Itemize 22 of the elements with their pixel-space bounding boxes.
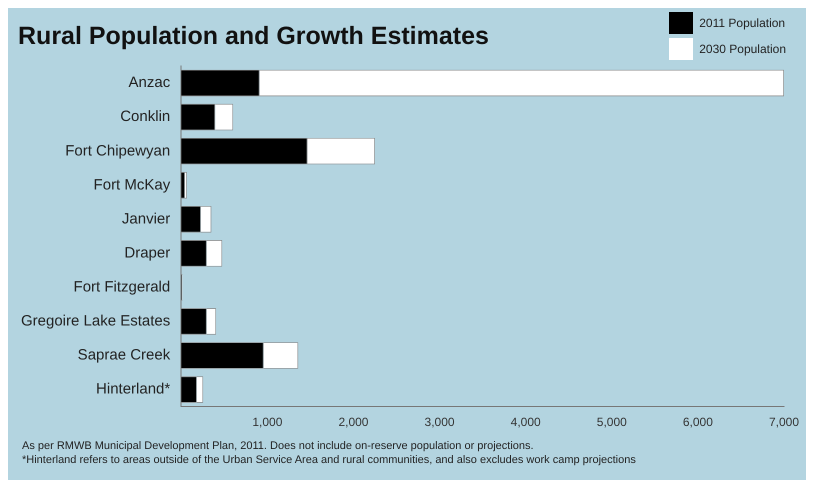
y-tick-label: Saprae Creek bbox=[78, 346, 171, 364]
y-tick-label: Draper bbox=[124, 244, 170, 262]
y-tick-label: Anzac bbox=[128, 74, 171, 92]
y-tick-label: Fort Chipewyan bbox=[65, 142, 170, 160]
legend-label: 2030 Population bbox=[699, 42, 786, 56]
y-tick-label: Hinterland* bbox=[96, 380, 170, 398]
legend-label: 2011 Population bbox=[699, 16, 786, 30]
text: As per RMWB Municipal Development Plan, 2011. Does not include on-reserve population or projections. bbox=[22, 439, 535, 453]
y-tick-label: Gregoire Lake Estates bbox=[20, 312, 170, 330]
x-tick-label: 5,000 bbox=[596, 415, 628, 430]
x-tick-label: 1,000 bbox=[252, 415, 283, 430]
y-tick-label: Fort McKay bbox=[94, 176, 171, 194]
x-tick-label: 3,000 bbox=[424, 415, 455, 430]
y-tick-label: Conklin bbox=[120, 108, 170, 126]
x-tick-label: 7,000 bbox=[768, 415, 800, 430]
x-tick-label: 6,000 bbox=[682, 415, 714, 430]
chart-title: Rural Population and Growth Estimates bbox=[18, 22, 489, 50]
x-tick-label: 4,000 bbox=[510, 415, 542, 430]
y-tick-label: Janvier bbox=[122, 210, 170, 228]
y-tick-label: Fort Fitzgerald bbox=[74, 278, 170, 296]
x-tick-label: 2,000 bbox=[338, 415, 369, 430]
text: *Hinterland refers to areas outside of the Urban Service Area and rural communities, and also excludes work camp projections bbox=[22, 453, 637, 467]
